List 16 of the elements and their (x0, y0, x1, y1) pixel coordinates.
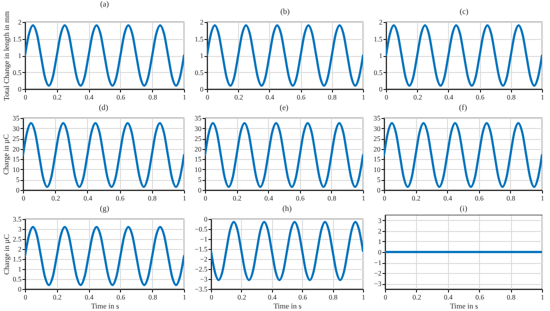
chart-title: (c) (460, 7, 469, 16)
chart-title: (i) (460, 204, 468, 213)
line-series (207, 24, 363, 87)
chart-title: (f) (459, 103, 468, 112)
chart-title: (a) (100, 0, 110, 9)
line-series (25, 226, 184, 286)
line-series (384, 122, 542, 188)
chart-title: (d) (98, 103, 108, 112)
line-series (386, 24, 542, 87)
chart-title: (b) (280, 7, 290, 16)
chart-title: (h) (282, 204, 292, 213)
chart-title: (e) (280, 103, 289, 112)
line-series (25, 24, 184, 87)
line-series (23, 122, 184, 188)
line-series (205, 122, 363, 188)
chart-title: (g) (100, 204, 110, 213)
